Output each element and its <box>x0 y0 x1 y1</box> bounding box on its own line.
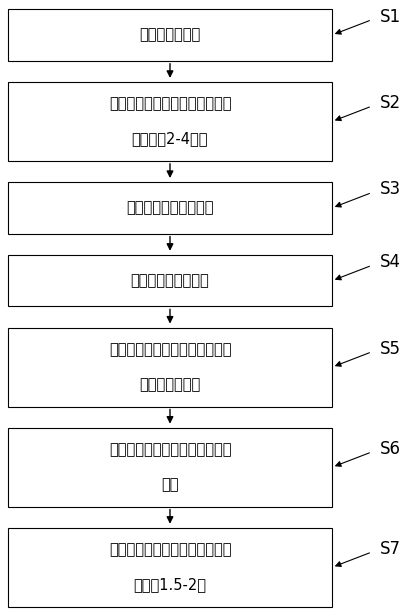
Text: 蓄电池加富余酸: 蓄电池加富余酸 <box>139 28 201 43</box>
Text: S4: S4 <box>380 253 400 271</box>
Bar <box>8 528 332 607</box>
Text: 蓄电池进行内化成充电: 蓄电池进行内化成充电 <box>126 200 214 216</box>
Text: S5: S5 <box>380 339 400 358</box>
Bar <box>8 255 332 307</box>
Bar <box>8 328 332 407</box>
Text: S1: S1 <box>380 7 400 25</box>
Text: 蓄电池进行恒流抽酸: 蓄电池进行恒流抽酸 <box>131 274 209 288</box>
Text: 容量的1.5-2倍: 容量的1.5-2倍 <box>134 577 206 592</box>
Bar <box>8 9 332 61</box>
Text: 给蓄电池的注酸孔盖上阀帽，并: 给蓄电池的注酸孔盖上阀帽，并 <box>109 342 231 357</box>
Bar <box>8 82 332 161</box>
Bar <box>8 428 332 507</box>
Text: 将蓄电池放置在水浴中降温，蓄: 将蓄电池放置在水浴中降温，蓄 <box>109 97 231 111</box>
Text: S2: S2 <box>380 94 400 112</box>
Text: S3: S3 <box>380 180 400 198</box>
Text: 容量: 容量 <box>161 477 179 492</box>
Text: S6: S6 <box>380 440 400 458</box>
Text: 电池静止2-4小时: 电池静止2-4小时 <box>132 131 208 147</box>
Text: 蓄电池恒流放电，同时检测放电: 蓄电池恒流放电，同时检测放电 <box>109 442 231 458</box>
Text: 给阀帽粘上盖片: 给阀帽粘上盖片 <box>139 377 201 392</box>
Text: 蓄电池恒流充电，充电量为放电: 蓄电池恒流充电，充电量为放电 <box>109 543 231 557</box>
Text: S7: S7 <box>380 540 400 558</box>
Bar <box>8 182 332 233</box>
